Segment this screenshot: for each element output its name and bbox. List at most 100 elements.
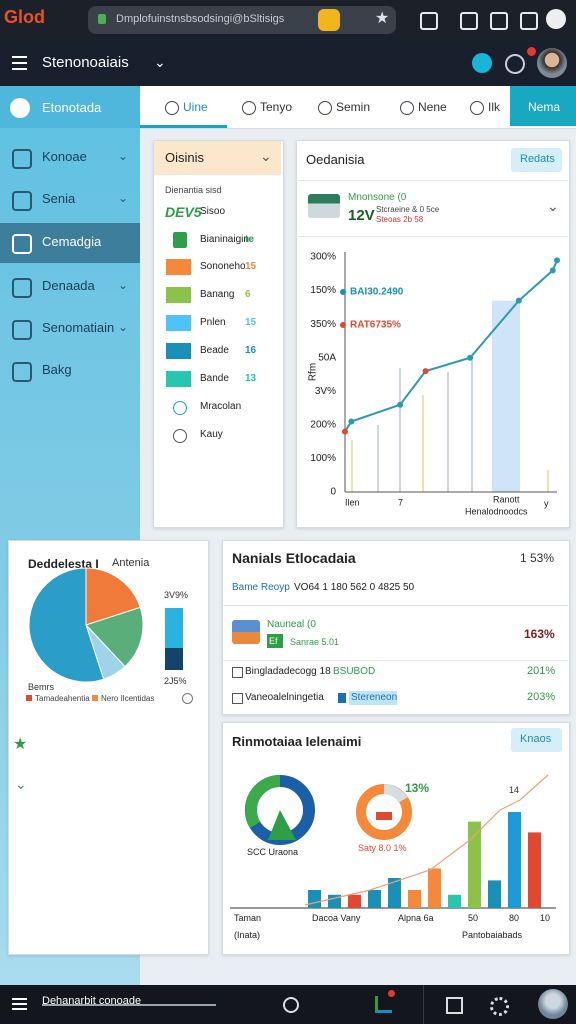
card-title: Oedanisia: [306, 152, 365, 168]
card-title: Oisinis: [165, 150, 205, 166]
tab-icon: [242, 101, 256, 115]
browser-icon[interactable]: [420, 12, 438, 30]
tab[interactable]: Semin: [336, 99, 371, 114]
avatar[interactable]: [538, 989, 568, 1019]
footer-label[interactable]: Dehanarbit conoade: [42, 995, 142, 1008]
feature-value: 163%: [524, 626, 555, 641]
item-label[interactable]: Pnlen: [200, 317, 226, 328]
calendar-icon[interactable]: [446, 997, 463, 1014]
summary-label: Mnonsone (0: [348, 192, 407, 203]
menu-icon-line: [12, 998, 27, 1000]
sidebar-item[interactable]: Senia: [42, 191, 76, 207]
feature-badge: [267, 634, 283, 648]
feature-badge-text: Ef: [269, 635, 278, 646]
card-title: Nanials Etlocadaia: [232, 549, 356, 566]
item-value: 15: [245, 317, 257, 328]
profile-icon[interactable]: [546, 9, 566, 29]
pie-label: 2J5%: [164, 675, 187, 686]
code-label: Sisoo: [200, 206, 226, 217]
card-chevron: ⌄: [260, 147, 272, 164]
divider: [222, 605, 568, 606]
sidebar-title: Etonotada: [42, 100, 102, 116]
settings-icon[interactable]: [490, 997, 509, 1016]
item-value: te: [245, 234, 254, 245]
tab-icon: [400, 101, 414, 115]
row-value: 201%: [527, 665, 556, 678]
footer-slider: [42, 1004, 216, 1006]
item-label[interactable]: Bianinaigin: [200, 234, 249, 245]
tab[interactable]: Ilk: [488, 99, 500, 114]
sidebar-logo: [10, 98, 30, 118]
tag-bg: [349, 691, 397, 705]
item-label[interactable]: Bande: [200, 373, 229, 384]
summary-note: Steoas 2b 58: [376, 215, 424, 225]
star-icon: ★: [13, 736, 28, 754]
item-label[interactable]: Kauy: [200, 429, 223, 440]
sidebar-icon: [12, 320, 32, 340]
sidebar-chevron: ⌄: [118, 190, 129, 205]
item-icon: [173, 401, 187, 415]
badge: [527, 47, 536, 56]
browser-icon[interactable]: [490, 12, 508, 30]
sidebar-item[interactable]: Denaada: [42, 278, 95, 294]
sidebar-icon: [12, 149, 32, 169]
ref-value: VO64 1 180 562 0 4825 50: [294, 582, 415, 593]
item-swatch: [166, 287, 191, 303]
tab-icon: [470, 101, 484, 115]
card-title: Rinmotaiaa Ielenaimi: [232, 734, 362, 750]
chart-icon[interactable]: [375, 996, 392, 1013]
sidebar-icon: [12, 191, 32, 211]
item-icon: [173, 429, 187, 443]
tab-button[interactable]: [510, 86, 576, 126]
card-button[interactable]: [511, 728, 562, 752]
divider: [296, 180, 568, 181]
tab-bar: [140, 86, 576, 129]
stats-total: 1 53%: [520, 550, 555, 565]
ref-label: Bame Reoyp: [232, 582, 290, 593]
card: [222, 540, 570, 715]
peak-label: 14: [509, 784, 520, 795]
sync-icon[interactable]: [505, 54, 525, 74]
browser-icon[interactable]: [460, 12, 478, 30]
sidebar-item[interactable]: Bakg: [42, 362, 72, 378]
card-button[interactable]: [511, 148, 562, 172]
feature-icon: [232, 620, 260, 644]
x-sublabel: Pantobaiabads: [462, 929, 523, 940]
legend-swatch: [26, 695, 32, 701]
row-label[interactable]: Vaneoalelningetia: [245, 692, 324, 703]
badge: [388, 990, 395, 997]
notify-icon[interactable]: [472, 53, 492, 73]
item-label[interactable]: Banang: [200, 289, 235, 300]
browser-icon[interactable]: [520, 12, 538, 30]
app-title[interactable]: Stenonoaiais: [42, 54, 129, 71]
item-swatch: [166, 259, 191, 275]
avatar[interactable]: [537, 48, 567, 78]
card-button-label: Redats: [520, 153, 555, 166]
item-swatch: [166, 343, 191, 359]
tab[interactable]: Uine: [183, 99, 208, 114]
row-value: 203%: [527, 691, 556, 704]
sidebar-item[interactable]: Senomatiain: [42, 320, 115, 336]
divider: [296, 236, 568, 237]
tab[interactable]: Nene: [418, 99, 447, 114]
sidebar-item[interactable]: Cemadgia: [42, 234, 102, 250]
donut-label: Saty 8.0 1%: [358, 842, 407, 853]
browser-logo: Glod: [4, 7, 45, 28]
legend-swatch: [92, 695, 98, 701]
address-bar[interactable]: [88, 6, 396, 34]
item-value: 13: [245, 373, 257, 384]
item-label[interactable]: Beade: [200, 345, 229, 356]
item-label[interactable]: Sononeho: [200, 261, 246, 272]
tab-icon: [165, 101, 179, 115]
row-label[interactable]: Bingladadecogg 18: [245, 666, 331, 677]
sidebar-item[interactable]: Konoae: [42, 149, 87, 165]
info-icon: [182, 693, 193, 704]
row-tag: BSUBOD: [333, 666, 376, 677]
tab[interactable]: Tenyo: [260, 99, 293, 114]
extension-icon[interactable]: [318, 9, 340, 31]
menu-icon-line: [12, 56, 27, 58]
search-icon[interactable]: [283, 997, 299, 1013]
item-label[interactable]: Mracolan: [200, 401, 242, 412]
legend-label: Tamadeahentia: [35, 694, 90, 704]
